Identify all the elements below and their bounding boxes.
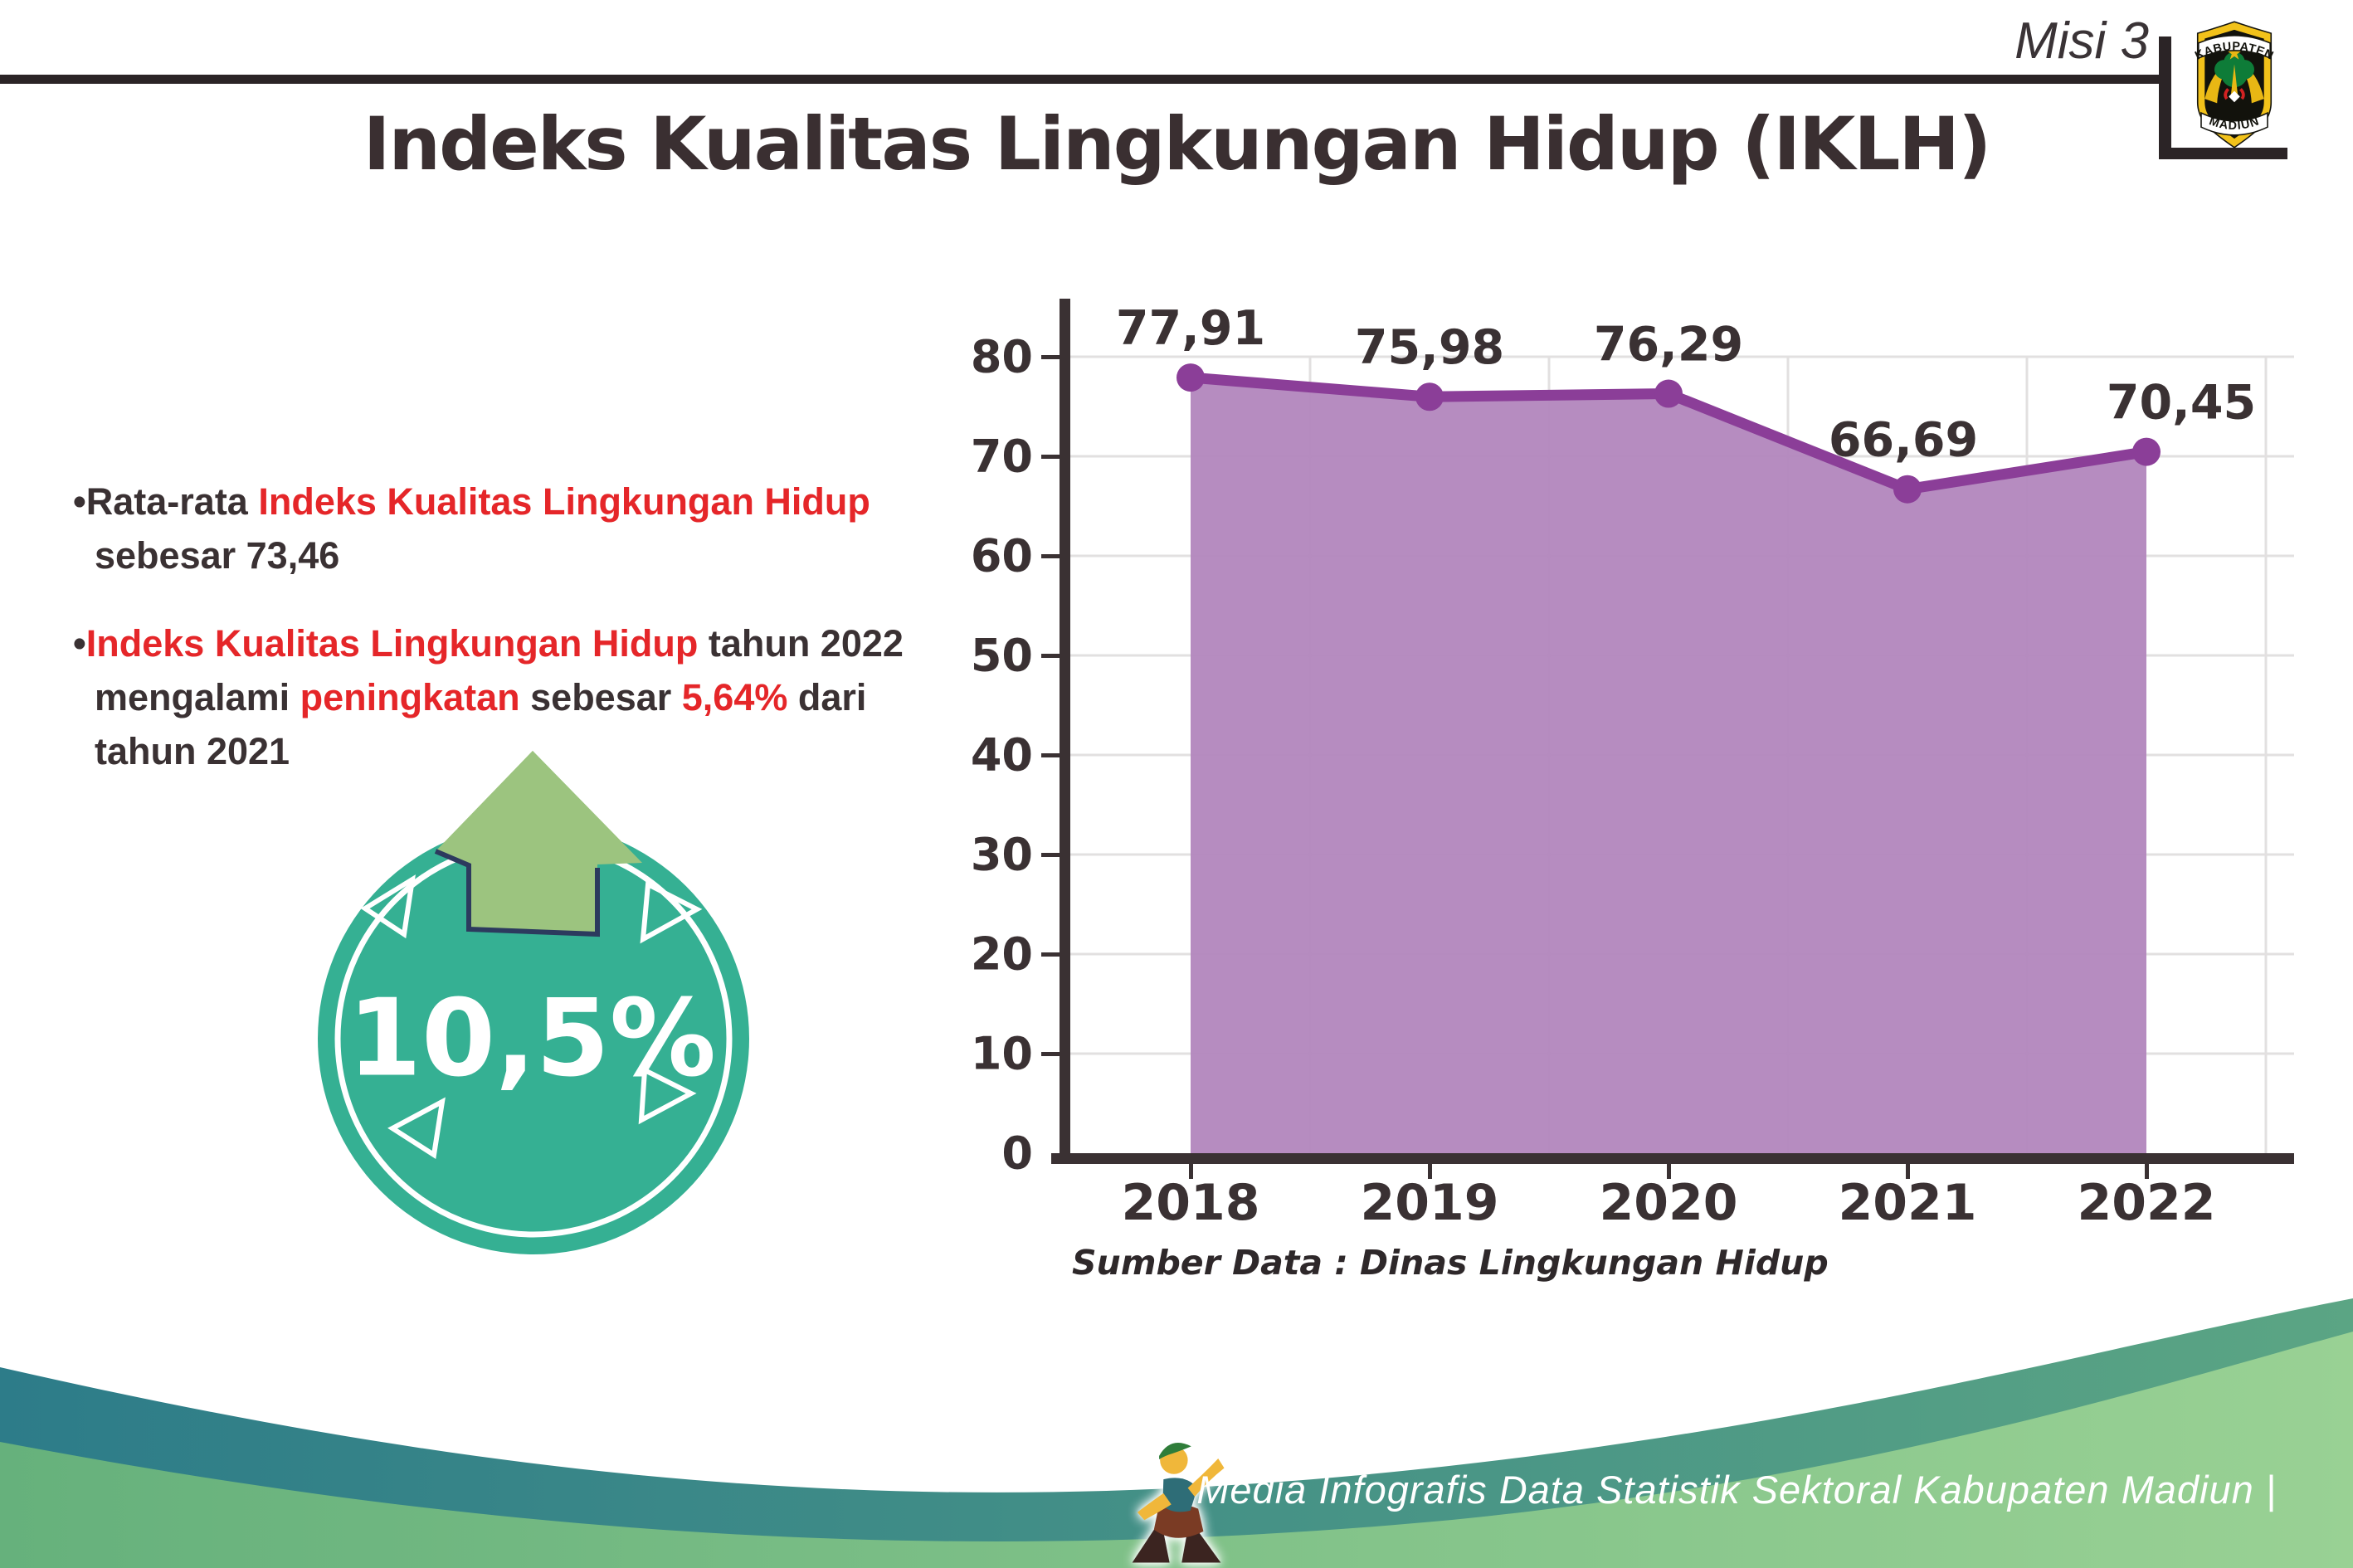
svg-text:20: 20 (971, 928, 1033, 981)
text-segment: dari (787, 675, 867, 718)
svg-text:66,69: 66,69 (1829, 413, 1978, 468)
page-title: Indeks Kualitas Lingkungan Hidup (IKLH) (363, 101, 1992, 187)
svg-text:80: 80 (971, 331, 1033, 383)
svg-text:2018: 2018 (1122, 1174, 1260, 1232)
svg-text:60: 60 (971, 530, 1033, 582)
text-segment: peningkatan (300, 675, 520, 718)
svg-text:77,91: 77,91 (1116, 301, 1265, 356)
svg-text:76,29: 76,29 (1594, 318, 1743, 373)
svg-text:30: 30 (971, 829, 1033, 881)
data-point (1176, 363, 1205, 392)
data-labels: 77,91 75,98 76,29 66,69 70,45 (1116, 301, 2256, 468)
text-segment: mengalami (95, 675, 300, 718)
data-point (2132, 437, 2161, 466)
key-findings-text: •Rata-rata Indeks Kualitas Lingkungan Hi… (73, 475, 1019, 811)
text-segment: sebesar 73,46 (95, 534, 340, 577)
dancer-mascot-icon (1132, 1443, 1225, 1563)
bullet-item-2: •Indeks Kualitas Lingkungan Hidup tahun … (73, 616, 1019, 779)
data-point (1654, 379, 1683, 408)
svg-text:2020: 2020 (1600, 1174, 1738, 1232)
logo-star-icon (2227, 46, 2242, 60)
svg-text:2022: 2022 (2078, 1174, 2216, 1232)
bullet-marker: • (73, 480, 86, 523)
up-arrow-overlap (436, 751, 642, 934)
svg-text:2019: 2019 (1361, 1174, 1499, 1232)
x-axis-labels: 2018 2019 2020 2021 2022 (1122, 1164, 2216, 1232)
header-divider-line (0, 75, 2167, 84)
text-segment: Indeks Kualitas Lingkungan Hidup (258, 480, 870, 523)
svg-text:2021: 2021 (1839, 1174, 1977, 1232)
bullet-marker: • (73, 621, 86, 665)
svg-text:70: 70 (971, 431, 1033, 483)
text-segment: Rata-rata (85, 480, 259, 523)
logo-text-madiun: MADIUN (2208, 114, 2261, 133)
kabupaten-madiun-logo-icon: KABUPATEN MADIUN (2193, 21, 2275, 149)
data-point (1893, 475, 1922, 504)
text-segment: tahun 2021 (95, 730, 290, 772)
text-segment: 5,64% (681, 675, 788, 718)
source-note: Sumber Data : Dinas Lingkungan Hidup (1072, 1243, 1829, 1283)
x-axis (1051, 1153, 2294, 1164)
badge-value: 10,5% (348, 977, 716, 1101)
svg-text:MADIUN: MADIUN (2208, 114, 2262, 133)
data-point (1415, 382, 1444, 411)
svg-text:70,45: 70,45 (2107, 376, 2256, 431)
iklh-area-chart: 0 10 20 30 40 50 60 70 80 2018 2019 2020 2021 2022 77,… (971, 299, 2294, 1232)
increase-badge: 10,5% (318, 751, 749, 1254)
y-axis (1060, 299, 1070, 1164)
misi-label: Misi 3 (2014, 12, 2149, 70)
svg-text:10: 10 (971, 1028, 1033, 1080)
svg-text:0: 0 (1001, 1127, 1033, 1180)
logo-frame-horizontal (2159, 148, 2287, 159)
text-segment: sebesar (519, 675, 682, 718)
bullet-item-1: •Rata-rata Indeks Kualitas Lingkungan Hi… (73, 475, 1019, 583)
area-fill (1191, 377, 2146, 1153)
svg-text:40: 40 (971, 729, 1033, 782)
text-segment: tahun 2022 (698, 621, 904, 665)
arrow-outline (434, 849, 600, 937)
y-axis-labels: 0 10 20 30 40 50 60 70 80 (971, 331, 1060, 1180)
footer-caption: Media Infografis Data Statistik Sektoral… (1196, 1468, 2277, 1512)
svg-text:75,98: 75,98 (1355, 320, 1504, 375)
logo-frame-vertical (2159, 37, 2171, 159)
text-segment: Indeks Kualitas Lingkungan Hidup (85, 621, 699, 665)
svg-text:50: 50 (971, 630, 1033, 682)
footer-wave-decoration (0, 1298, 2353, 1568)
